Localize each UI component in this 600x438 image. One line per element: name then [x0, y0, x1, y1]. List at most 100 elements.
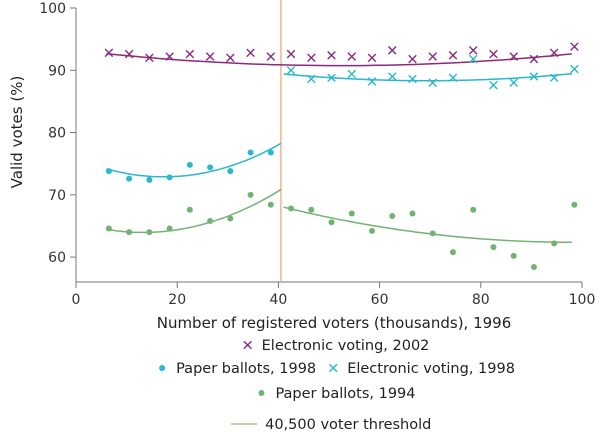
- legend-label: Electronic voting, 1998: [347, 361, 515, 377]
- point-electronic-voting-2002: [246, 48, 255, 58]
- point-paper-ballots-1998: [247, 149, 254, 156]
- point-paper-ballots-1994: [207, 217, 214, 224]
- point-electronic-voting-2002-stroke: [104, 48, 114, 58]
- point-paper-ballots-1998: [105, 168, 112, 175]
- point-paper-ballots-1994: [288, 205, 295, 212]
- point-electronic-voting-2002-stroke: [367, 53, 377, 63]
- point-electronic-voting-2002: [286, 49, 296, 59]
- point-electronic-voting-2002-stroke: [489, 49, 498, 59]
- fit-curve-electronic-voting-1998: [283, 73, 572, 82]
- point-paper-ballots-1998: [227, 168, 234, 175]
- y-axis-title: Valid votes (%): [8, 76, 26, 189]
- x-axis-title: Number of registered voters (thousands),…: [157, 314, 512, 332]
- point-electronic-voting-1998-stroke: [286, 65, 296, 75]
- point-paper-ballots-1998: [267, 149, 274, 156]
- point-electronic-voting-1998: [347, 69, 357, 79]
- point-paper-ballots-1994: [348, 210, 355, 217]
- point-electronic-voting-1998: [570, 64, 579, 74]
- legend-swatch: [258, 390, 265, 396]
- point-electronic-voting-2002: [529, 54, 539, 64]
- point-electronic-voting-1998: [489, 80, 498, 90]
- point-electronic-voting-2002: [266, 52, 276, 61]
- point-electronic-voting-1998: [509, 78, 518, 88]
- point-electronic-voting-2002-stroke: [549, 48, 559, 58]
- point-electronic-voting-2002: [428, 52, 438, 61]
- point-electronic-voting-1998-stroke: [468, 54, 478, 64]
- point-paper-ballots-1994: [247, 191, 254, 198]
- point-paper-ballots-1994: [186, 206, 193, 213]
- point-paper-ballots-1998: [207, 164, 214, 171]
- legend-item: Paper ballots, 1994: [258, 386, 416, 402]
- legend-item: Electronic voting, 2002: [243, 338, 429, 354]
- point-paper-ballots-1994: [429, 230, 436, 237]
- point-electronic-voting-2002: [509, 52, 518, 61]
- legend-label: Paper ballots, 1998: [176, 361, 316, 377]
- point-electronic-voting-2002: [104, 48, 114, 58]
- point-paper-ballots-1994: [328, 219, 335, 226]
- point-electronic-voting-2002: [468, 46, 478, 55]
- point-electronic-voting-2002-stroke: [165, 52, 174, 61]
- point-electronic-voting-2002-stroke: [570, 42, 579, 51]
- point-electronic-voting-2002: [549, 48, 559, 58]
- point-electronic-voting-1998: [306, 74, 316, 84]
- legend-label: 40,500 voter threshold: [265, 417, 431, 433]
- point-paper-ballots-1998: [186, 161, 193, 168]
- point-electronic-voting-2002: [489, 49, 498, 59]
- x-tick-label: 60: [371, 292, 389, 308]
- point-paper-ballots-1994: [227, 215, 234, 222]
- point-electronic-voting-1998: [367, 77, 377, 86]
- point-electronic-voting-2002: [327, 51, 336, 60]
- legend-label: Paper ballots, 1994: [275, 386, 415, 402]
- point-paper-ballots-1994: [166, 225, 173, 232]
- legend-swatch: [243, 340, 252, 350]
- point-paper-ballots-1994: [369, 227, 376, 234]
- point-electronic-voting-2002-stroke: [408, 54, 417, 64]
- point-electronic-voting-2002: [124, 49, 134, 59]
- point-electronic-voting-1998: [529, 72, 539, 81]
- point-electronic-voting-2002-stroke: [266, 52, 276, 61]
- fit-curve-paper-ballots-1994: [283, 206, 572, 243]
- fit-lines: [106, 52, 572, 243]
- point-electronic-voting-1998: [448, 73, 458, 83]
- y-tick-label: 80: [48, 126, 66, 142]
- axes: 60 70 80 90 100 0 20 40 60 80 100: [39, 1, 595, 308]
- point-paper-ballots-1994: [409, 210, 416, 217]
- point-electronic-voting-1998-stroke: [347, 69, 357, 79]
- point-paper-ballots-1994: [389, 212, 396, 219]
- fit-curve-paper-ballots-1998: [106, 142, 282, 178]
- point-electronic-voting-2002-stroke: [468, 46, 478, 55]
- point-paper-ballots-1994: [530, 264, 537, 271]
- legend-swatch-stroke: [328, 363, 338, 373]
- y-tick-label: 90: [48, 63, 66, 79]
- point-electronic-voting-2002-stroke: [327, 51, 336, 60]
- point-electronic-voting-2002: [448, 51, 458, 60]
- point-electronic-voting-2002: [145, 53, 154, 63]
- point-electronic-voting-2002-stroke: [185, 49, 195, 59]
- point-electronic-voting-2002: [306, 53, 316, 63]
- point-electronic-voting-2002-stroke: [428, 52, 438, 61]
- point-electronic-voting-2002-stroke: [246, 48, 255, 58]
- point-electronic-voting-1998-stroke: [387, 72, 397, 81]
- point-electronic-voting-2002: [387, 46, 397, 55]
- point-electronic-voting-1998-stroke: [408, 74, 417, 84]
- point-paper-ballots-1994: [308, 206, 315, 213]
- point-electronic-voting-1998-stroke: [489, 80, 498, 90]
- point-electronic-voting-1998: [286, 65, 296, 75]
- point-electronic-voting-2002: [347, 52, 357, 61]
- point-electronic-voting-1998-stroke: [327, 73, 336, 83]
- point-electronic-voting-2002-stroke: [145, 53, 154, 63]
- point-electronic-voting-2002: [226, 53, 235, 63]
- point-electronic-voting-2002-stroke: [347, 52, 357, 61]
- point-paper-ballots-1994: [126, 229, 133, 236]
- point-electronic-voting-2002-stroke: [448, 51, 458, 60]
- point-electronic-voting-2002-stroke: [124, 49, 134, 59]
- point-electronic-voting-2002: [185, 49, 195, 59]
- legend: Electronic voting, 2002 Paper ballots, 19…: [159, 338, 515, 433]
- fit-curve-paper-ballots-1994: [106, 188, 282, 234]
- point-electronic-voting-1998-stroke: [367, 77, 377, 86]
- point-electronic-voting-1998-stroke: [549, 73, 559, 83]
- point-paper-ballots-1994: [571, 201, 578, 208]
- point-paper-ballots-1994: [146, 229, 153, 236]
- point-electronic-voting-1998-stroke: [448, 73, 458, 83]
- point-electronic-voting-2002: [165, 52, 174, 61]
